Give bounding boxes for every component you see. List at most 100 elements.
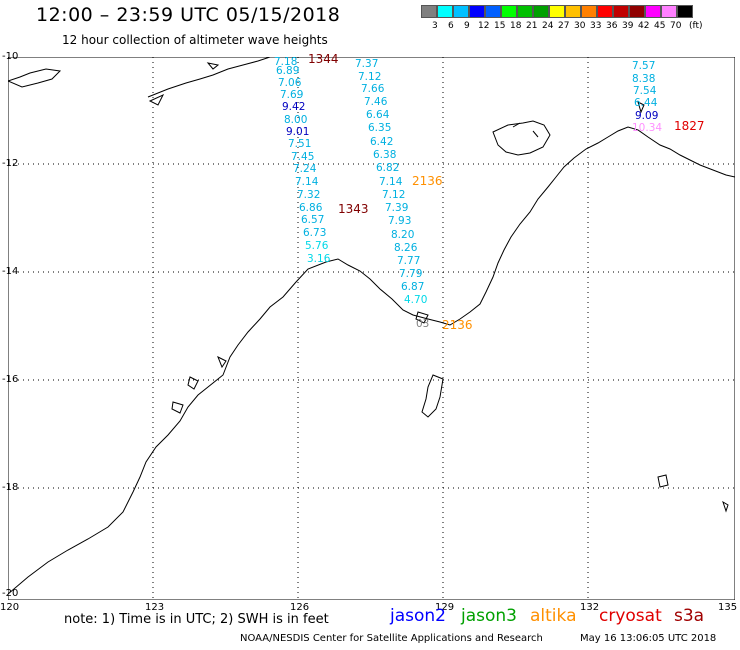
legend-label: 33	[590, 21, 602, 31]
observation: 7.32	[297, 189, 321, 201]
observation: 6.38	[373, 149, 397, 161]
lon-label: 135	[718, 602, 738, 613]
observation: 7.06	[278, 77, 302, 89]
observation: 6.57	[301, 214, 325, 226]
lat-label: -16	[2, 374, 19, 385]
legend-swatch	[677, 5, 693, 18]
legend-swatch	[517, 5, 533, 18]
legend-label: 30	[574, 21, 586, 31]
satellite-altika: altika	[530, 606, 577, 626]
legend-swatch	[565, 5, 581, 18]
color-legend: 3 6 9 12 15 18 21 24 27 30 33 36 39 42 45 70 (ft)	[421, 5, 703, 31]
legend-labels: 3 6 9 12 15 18 21 24 27 30 33 36 39 42 45 70 (ft)	[421, 21, 740, 33]
observation: 7.66	[361, 83, 385, 95]
lon-label: 126	[290, 602, 310, 613]
legend-swatch	[437, 5, 453, 18]
satellite-jason2: jason2	[390, 606, 446, 626]
legend-label: 21	[526, 21, 538, 31]
legend-label: 6	[448, 21, 454, 31]
legend-swatch	[613, 5, 629, 18]
legend-label: 18	[510, 21, 522, 31]
legend-swatch	[501, 5, 517, 18]
observation: 8.00	[284, 114, 308, 126]
satellite-cryosat: cryosat	[599, 606, 662, 626]
legend-label: 15	[494, 21, 506, 31]
satellite-s3a: s3a	[674, 606, 705, 626]
lon-label: 120	[0, 602, 20, 613]
lat-label: -18	[2, 482, 19, 493]
observation: 7.37	[355, 58, 379, 70]
observation: 10.34	[632, 122, 663, 134]
observation: 6.35	[368, 122, 392, 134]
observation: 7.12	[382, 189, 406, 201]
pass-time: 1827	[674, 119, 705, 133]
observation: 7.14	[295, 176, 319, 188]
legend-swatch	[549, 5, 565, 18]
legend-swatches	[421, 5, 693, 18]
pass-time: 2136	[442, 318, 473, 332]
legend-swatch	[453, 5, 469, 18]
observation: 6.73	[303, 227, 327, 239]
observation: 7.69	[280, 89, 304, 101]
observation: 7.79	[399, 268, 423, 280]
legend-swatch	[645, 5, 661, 18]
observation: 6.44	[634, 97, 658, 109]
observation: 3.16	[307, 253, 331, 265]
observation: 7.46	[364, 96, 388, 108]
observation: 7.45	[291, 151, 315, 163]
legend-label: 9	[464, 21, 470, 31]
coastline	[8, 57, 735, 595]
observation: 6.42	[370, 136, 394, 148]
map-title: 12:00 – 23:59 UTC 05/15/2018	[36, 4, 341, 26]
legend-label: 42	[638, 21, 650, 31]
observation: 9.09	[635, 110, 659, 122]
legend-label: 36	[606, 21, 618, 31]
observation: 7.51	[288, 138, 312, 150]
footer-note: note: 1) Time is in UTC; 2) SWH is in fe…	[64, 612, 329, 627]
legend-swatch	[661, 5, 677, 18]
lat-label: -10	[2, 51, 19, 62]
observation: 7.54	[633, 85, 657, 97]
legend-unit: (ft)	[689, 21, 703, 31]
pass-time: 1344	[308, 52, 339, 66]
pass-time: 1343	[338, 202, 369, 216]
legend-swatch	[581, 5, 597, 18]
satellite-jason3: jason3	[461, 606, 517, 626]
observation: 7.14	[379, 176, 403, 188]
lat-label: -12	[2, 158, 19, 169]
legend-label: 27	[558, 21, 570, 31]
map-area[interactable]: -10 -12 -14 -16 -18 -20 120 123 126 129 …	[0, 51, 737, 613]
observation: 7.57	[632, 60, 656, 72]
legend-label: 12	[478, 21, 490, 31]
map-canvas	[8, 57, 735, 600]
observation: 8.38	[632, 73, 656, 85]
lat-label: -14	[2, 266, 19, 277]
lat-label: -20	[2, 588, 19, 599]
lon-label: 132	[580, 602, 600, 613]
legend-swatch	[485, 5, 501, 18]
observation: 7.39	[385, 202, 409, 214]
observation: 9.42	[282, 101, 306, 113]
observation: 6.64	[366, 109, 390, 121]
observation: 6.86	[299, 202, 323, 214]
observation: 7.18	[274, 56, 298, 68]
legend-label: 39	[622, 21, 634, 31]
map-subtitle: 12 hour collection of altimeter wave hei…	[62, 33, 328, 47]
legend-label: 45	[654, 21, 666, 31]
lon-label: 123	[145, 602, 165, 613]
legend-swatch	[533, 5, 549, 18]
legend-label: 70	[670, 21, 682, 31]
credit-text: NOAA/NESDIS Center for Satellite Applica…	[240, 633, 543, 644]
observation: 5.76	[305, 240, 329, 252]
observation: 7.12	[358, 71, 382, 83]
observation: 6.82	[376, 162, 400, 174]
legend-label: 3	[432, 21, 438, 31]
observation: 03	[416, 318, 430, 330]
observation: 8.26	[394, 242, 418, 254]
legend-label: 24	[542, 21, 554, 31]
observation: 4.70	[404, 294, 428, 306]
legend-swatch	[629, 5, 645, 18]
observation: 6.89	[276, 65, 300, 77]
legend-swatch	[469, 5, 485, 18]
observation: 9.01	[286, 126, 310, 138]
